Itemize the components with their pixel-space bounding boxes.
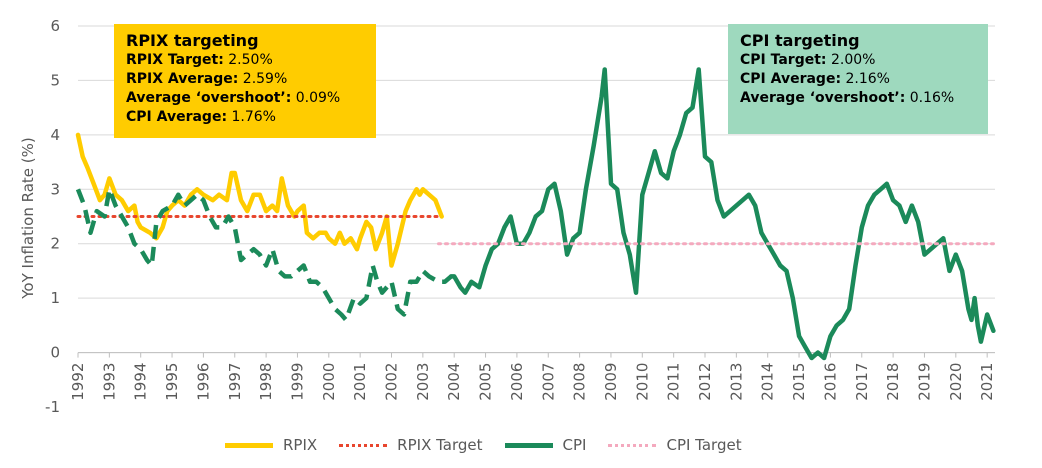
legend-swatch-cpi-target	[608, 443, 657, 447]
x-tick-label: 2015	[790, 363, 808, 401]
x-tick-label: 2018	[884, 363, 902, 401]
x-tick-label: 2016	[821, 363, 839, 401]
cpi-box-line: Average ‘overshoot’: 0.16%	[740, 90, 955, 106]
cpi-box-line: CPI Target: 2.00%	[740, 52, 876, 68]
rpix-targeting-box: RPIX targeting RPIX Target: 2.50% RPIX A…	[114, 24, 376, 138]
x-tick-label: 1995	[163, 363, 181, 401]
x-tick-label: 2010	[633, 363, 651, 401]
x-tick-label: 2002	[383, 363, 401, 401]
x-tick-label: 2019	[915, 363, 933, 401]
legend-swatch-rpix-target	[339, 443, 388, 447]
x-tick-label: 2008	[571, 363, 589, 401]
y-tick-label: 6	[50, 17, 60, 35]
x-tick-label: 2021	[978, 363, 996, 401]
x-tick-label: 2005	[477, 363, 495, 401]
y-tick-label: 3	[50, 180, 60, 198]
x-tick-label: 1994	[132, 363, 150, 401]
x-tick-label: 2006	[508, 363, 526, 401]
y-tick-label: 5	[50, 71, 60, 89]
x-tick-label: 1999	[288, 363, 306, 401]
y-tick-label: 2	[50, 235, 60, 253]
series-line-cpi-dashed	[75, 187, 453, 323]
legend: RPIX RPIX Target CPI CPI Target	[225, 436, 764, 454]
cpi-box-line: CPI Average: 2.16%	[740, 71, 890, 87]
x-tick-label: 2020	[947, 363, 965, 401]
x-tick-label: 2013	[727, 363, 745, 401]
legend-item-cpi: CPI	[504, 436, 587, 454]
legend-swatch-cpi	[504, 442, 553, 448]
x-tick-label: 1992	[69, 363, 87, 401]
legend-item-rpix: RPIX	[225, 436, 317, 454]
legend-label: RPIX Target	[397, 436, 483, 454]
x-tick-label: 2007	[539, 363, 557, 401]
x-tick-label: 2003	[414, 363, 432, 401]
legend-item-rpix-target: RPIX Target	[339, 436, 483, 454]
x-tick-label: 2011	[665, 363, 683, 401]
x-tick-label: 1998	[257, 363, 275, 401]
series-lines	[75, 67, 996, 361]
x-tick-label: 2000	[320, 363, 338, 401]
rpix-box-title: RPIX targeting	[126, 31, 259, 50]
cpi-targeting-box: CPI targeting CPI Target: 2.00% CPI Aver…	[728, 24, 988, 134]
legend-label: RPIX	[283, 436, 318, 454]
rpix-box-line: Average ‘overshoot’: 0.09%	[126, 90, 341, 106]
legend-item-cpi-target: CPI Target	[608, 436, 742, 454]
legend-label: CPI Target	[666, 436, 742, 454]
series-line-cpi-solid	[448, 67, 996, 361]
x-tick-label: 2001	[351, 363, 369, 401]
x-tick-label: 1996	[194, 363, 212, 401]
x-tick-label: 2012	[696, 363, 714, 401]
y-tick-label: 4	[50, 126, 60, 144]
y-axis-title: YoY Inflation Rate (%)	[19, 137, 37, 299]
y-tick-label: 0	[50, 344, 60, 362]
x-tick-label: 2017	[853, 363, 871, 401]
rpix-box-line: RPIX Target: 2.50%	[126, 52, 273, 68]
x-tick-label: 2004	[445, 363, 463, 401]
x-tick-label: 1997	[226, 363, 244, 401]
y-tick-labels: -1 0 1 2 3 4 5 6	[45, 17, 60, 416]
x-tick-label: 2009	[602, 363, 620, 401]
y-tick-label: -1	[45, 398, 60, 416]
rpix-box-line: CPI Average: 1.76%	[126, 109, 276, 125]
x-tick-label: 1993	[100, 363, 118, 401]
rpix-box-line: RPIX Average: 2.59%	[126, 71, 288, 87]
y-tick-label: 1	[50, 289, 60, 307]
cpi-box-title: CPI targeting	[740, 31, 860, 50]
x-tick-labels: 1992 1993 1994 1995 1996 1997 1998 1999 2000 2001…	[69, 363, 996, 401]
legend-label: CPI	[562, 436, 587, 454]
x-tick-label: 2014	[759, 363, 777, 401]
series-line-rpix	[75, 132, 444, 268]
legend-swatch-rpix	[225, 442, 273, 448]
